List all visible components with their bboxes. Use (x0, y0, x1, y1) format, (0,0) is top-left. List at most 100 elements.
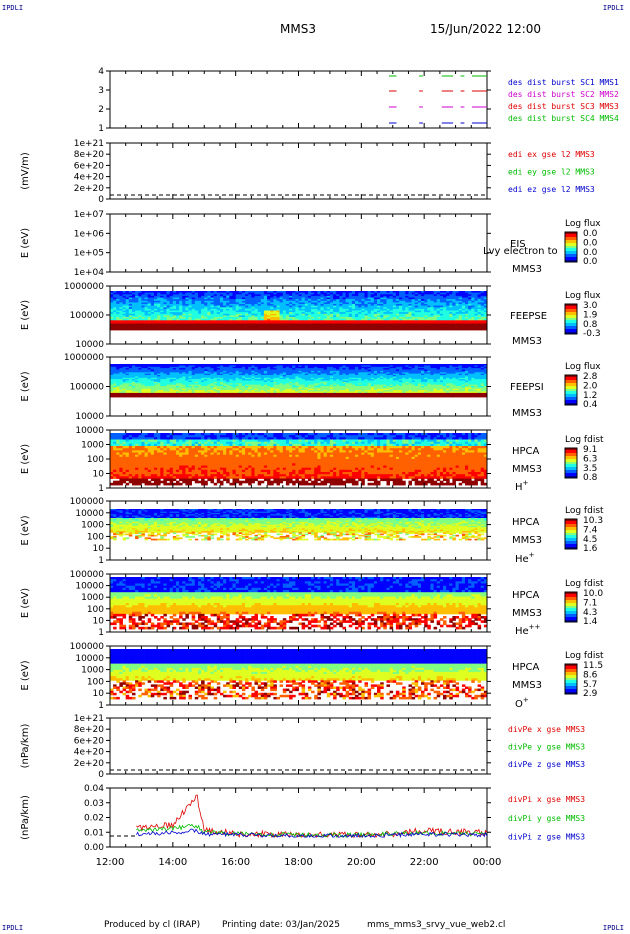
colorbar-swatch (565, 527, 577, 529)
colorbar-swatch (565, 257, 577, 259)
ylabel-feepse: E (eV) (20, 300, 31, 330)
colorbar-swatch (565, 259, 577, 261)
colorbar-swatch (565, 330, 577, 332)
colorbar-swatch (565, 234, 577, 236)
corner-label-bl: IPDLI (2, 924, 24, 932)
colorbar-swatch (565, 532, 577, 534)
ylabel-hpca_he: E (eV) (20, 515, 31, 545)
colorbar-swatch (565, 680, 577, 682)
colorbar-swatch (565, 458, 577, 460)
colorbar-title: Log fdist (565, 579, 604, 589)
ytick-label: 0 (98, 195, 104, 205)
colorbar-swatch (565, 538, 577, 540)
colorbar-swatch (565, 401, 577, 403)
spectrogram-hpca_o (110, 649, 488, 700)
colorbar-swatch (565, 314, 577, 316)
colorbar-swatch (565, 326, 577, 328)
colorbar-swatch (565, 619, 577, 621)
colorbar-swatch (565, 399, 577, 401)
ytick-label: 10000 (75, 509, 104, 519)
spectrogram-hpca_h (110, 433, 488, 486)
instrument-sc: MMS3 (512, 408, 542, 419)
colorbar-swatch (565, 673, 577, 675)
colorbar-swatch (565, 241, 577, 243)
colorbar-frame (564, 447, 578, 479)
colorbar-swatch (565, 457, 577, 459)
colorbar-tick: 5.7 (583, 680, 597, 690)
colorbar-swatch (565, 541, 577, 543)
colorbar-swatch (565, 454, 577, 456)
colorbar-tick: 0.0 (583, 248, 598, 258)
instrument-sc: MMS3 (512, 535, 542, 546)
colorbar-swatch (565, 679, 577, 681)
colorbar-tick: 9.1 (583, 445, 597, 455)
ytick-label: 1 (98, 124, 104, 134)
ytick-label: 100000 (70, 383, 105, 393)
colorbar-swatch (565, 664, 577, 666)
page-title: MMS3 (280, 22, 316, 36)
colorbar-swatch (565, 592, 577, 594)
ytick-label: 0 (98, 770, 104, 780)
colorbar-swatch (565, 305, 577, 307)
instrument-species-sup: + (529, 551, 535, 559)
colorbar-tick: 7.1 (583, 598, 597, 608)
overlay-label: Lvy electron to (483, 246, 558, 257)
colorbar-swatch (565, 449, 577, 451)
instrument-sc: MMS3 (512, 608, 542, 619)
colorbar-swatch (565, 536, 577, 538)
colorbar-swatch (565, 239, 577, 241)
colorbar-swatch (565, 606, 577, 608)
colorbar-swatch (565, 520, 577, 522)
colorbar-swatch (565, 614, 577, 616)
colorbar-swatch (565, 313, 577, 315)
panel-frame-eis (109, 213, 488, 273)
colorbar-swatch (565, 675, 577, 677)
colorbar-title: Log flux (565, 362, 601, 372)
spectrogram-hpca_hepp (110, 577, 488, 630)
ytick-label: 10 (93, 689, 105, 699)
colorbar-swatch (565, 687, 577, 689)
colorbar-swatch (565, 453, 577, 455)
colorbar-swatch (565, 459, 577, 461)
ylabel-feepsi: E (eV) (20, 371, 31, 401)
ylabel-eis: E (eV) (20, 228, 31, 258)
footer-producer: Produced by cl (IRAP) (104, 920, 201, 930)
colorbar-swatch (565, 466, 577, 468)
colorbar-swatch (565, 611, 577, 613)
colorbar-swatch (565, 594, 577, 596)
colorbar-swatch (565, 596, 577, 598)
legend-entry: des dist burst SC3 MMS3 (508, 102, 619, 111)
colorbar-title: Log fdist (565, 506, 604, 516)
ytick-label: 1e+21 (74, 714, 104, 724)
colorbar-swatch (565, 246, 577, 248)
colorbar-swatch (565, 669, 577, 671)
colorbar-swatch (565, 691, 577, 693)
colorbar-swatch (565, 677, 577, 679)
ytick-label: 100000 (70, 497, 105, 507)
colorbar-swatch (565, 602, 577, 604)
colorbar-swatch (565, 468, 577, 470)
xtick-label: 22:00 (410, 857, 439, 868)
colorbar-swatch (565, 390, 577, 392)
colorbar-swatch (565, 526, 577, 528)
colorbar-swatch (565, 525, 577, 527)
instrument-name: EIS (510, 239, 526, 250)
colorbar-swatch (565, 380, 577, 382)
footer-printing-date: Printing date: 03/Jan/2025 (222, 920, 340, 930)
colorbar-swatch (565, 689, 577, 691)
colorbar-swatch (565, 533, 577, 535)
colorbar-swatch (565, 253, 577, 255)
colorbar-swatch (565, 309, 577, 311)
colorbar-swatch (565, 397, 577, 399)
colorbar-swatch (565, 235, 577, 237)
colorbar-tick: 0.0 (583, 238, 598, 248)
colorbar-swatch (565, 534, 577, 536)
colorbar-swatch (565, 237, 577, 239)
colorbar-swatch (565, 688, 577, 690)
colorbar-frame (564, 374, 578, 406)
colorbar-tick: 8.6 (583, 670, 598, 680)
colorbar-tick: 2.0 (583, 381, 598, 391)
ytick-label: 4e+20 (74, 173, 105, 183)
ytick-label: 4e+20 (74, 748, 105, 758)
colorbar-swatch (565, 329, 577, 331)
